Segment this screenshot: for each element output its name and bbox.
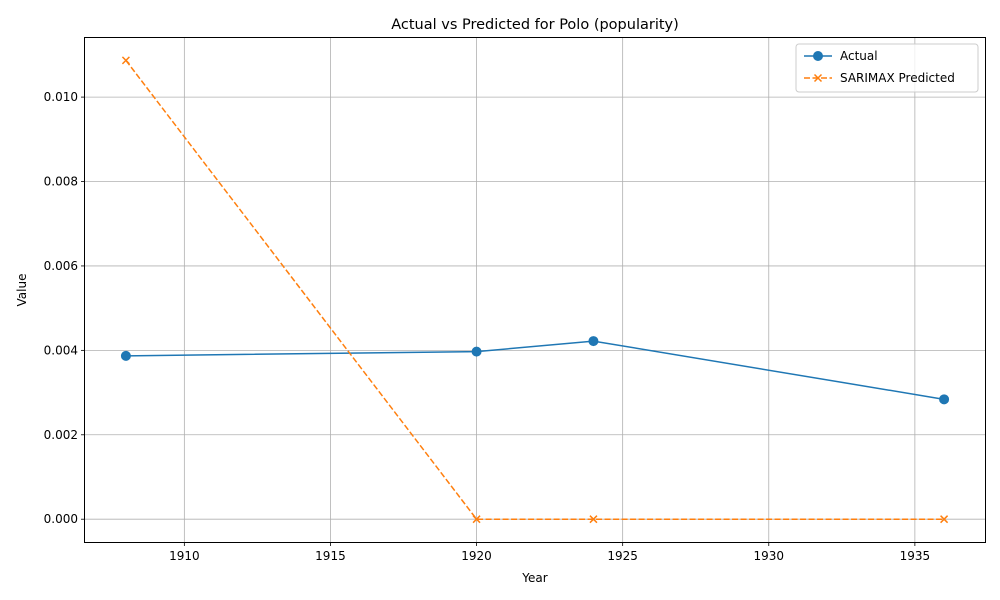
x-tick-label: 1910 [169, 549, 200, 563]
x-tick-label: 1935 [900, 549, 931, 563]
data-point [588, 336, 599, 347]
legend-item: SARIMAX Predicted [804, 71, 955, 85]
plot-frame [84, 37, 986, 543]
y-tick-label: 0.002 [44, 428, 78, 442]
x-tick-label: 1925 [607, 549, 638, 563]
x-tick-label: 1930 [753, 549, 784, 563]
series-actual [120, 336, 950, 405]
x-tick-label: 1915 [315, 549, 346, 563]
y-tick-label: 0.006 [44, 259, 78, 273]
y-tick-label: 0.010 [44, 90, 78, 104]
ticks-layer: 1910 1915 1920 1925 1930 1935 0.000 0.002 0.004 0… [44, 90, 931, 563]
legend-marker [813, 73, 823, 83]
data-point [939, 394, 950, 405]
data-point [940, 515, 949, 524]
legend-label: Actual [840, 49, 878, 63]
x-axis-label: Year [521, 571, 547, 585]
chart-title: Actual vs Predicted for Polo (popularity… [391, 17, 679, 33]
x-tick-label: 1920 [461, 549, 492, 563]
series-line [125, 340, 945, 401]
data-point [121, 56, 130, 65]
legend: Actual SARIMAX Predicted [795, 43, 979, 93]
legend-marker [813, 51, 823, 61]
data-point [472, 515, 481, 524]
legend-box [795, 43, 979, 93]
data-point [471, 346, 482, 357]
series-predicted [121, 56, 949, 524]
legend-item: Actual [804, 49, 878, 63]
legend-label: SARIMAX Predicted [840, 71, 955, 85]
y-tick-label: 0.004 [44, 343, 78, 357]
data-point [589, 515, 598, 524]
series-line [125, 59, 945, 520]
y-tick-label: 0.000 [44, 512, 78, 526]
y-tick-label: 0.008 [44, 175, 78, 189]
series-layer [120, 56, 950, 524]
data-point [120, 350, 131, 361]
y-axis-label: Value [15, 274, 29, 307]
